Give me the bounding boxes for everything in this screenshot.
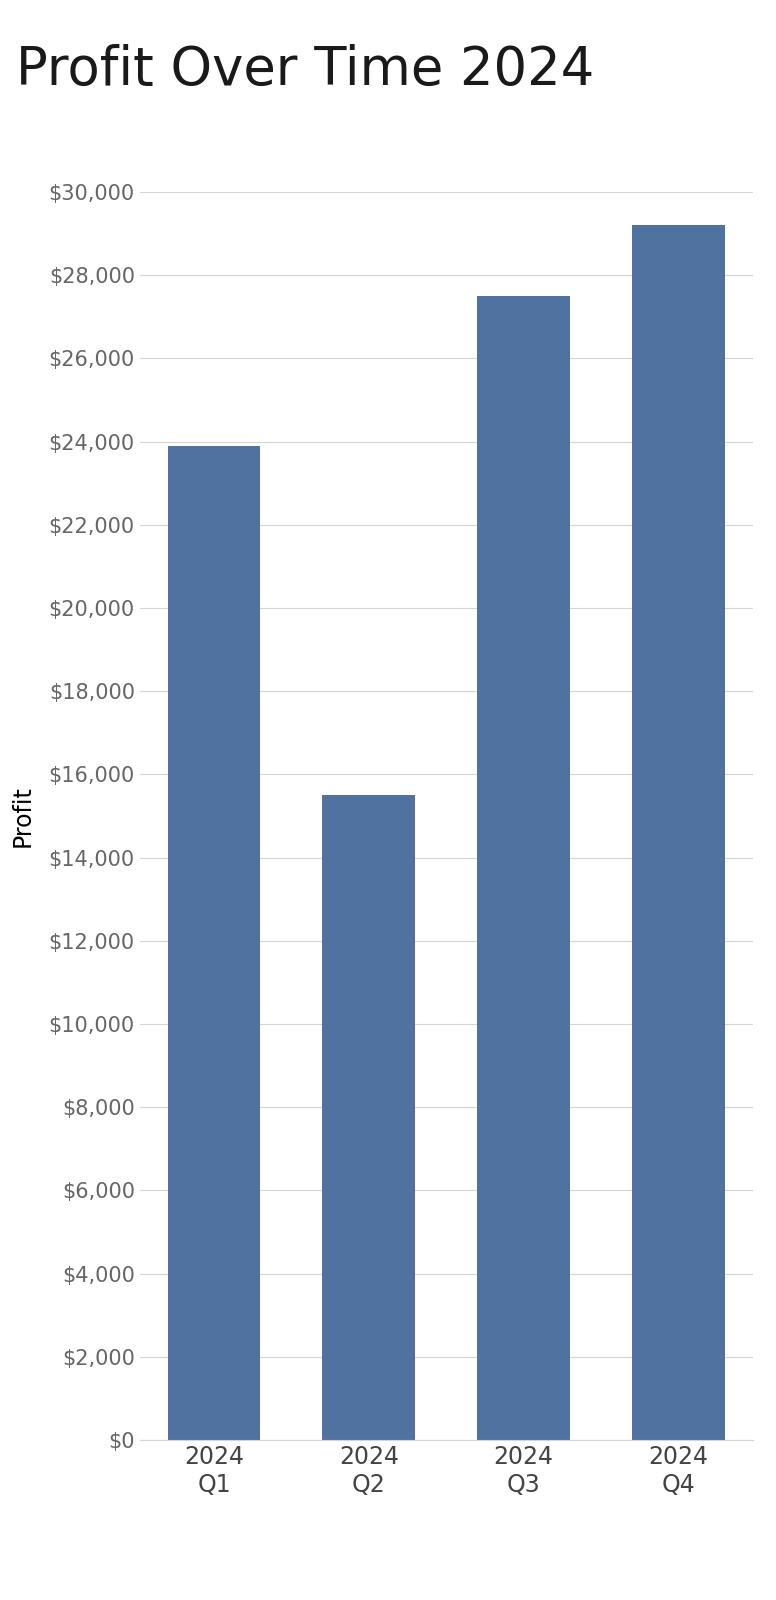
Bar [632,226,725,1440]
Text: Profit Over Time 2024: Profit Over Time 2024 [16,43,594,96]
Bar [322,795,415,1440]
Y-axis label: Profit: Profit [11,786,35,846]
Bar [168,446,261,1440]
Bar [477,296,570,1440]
